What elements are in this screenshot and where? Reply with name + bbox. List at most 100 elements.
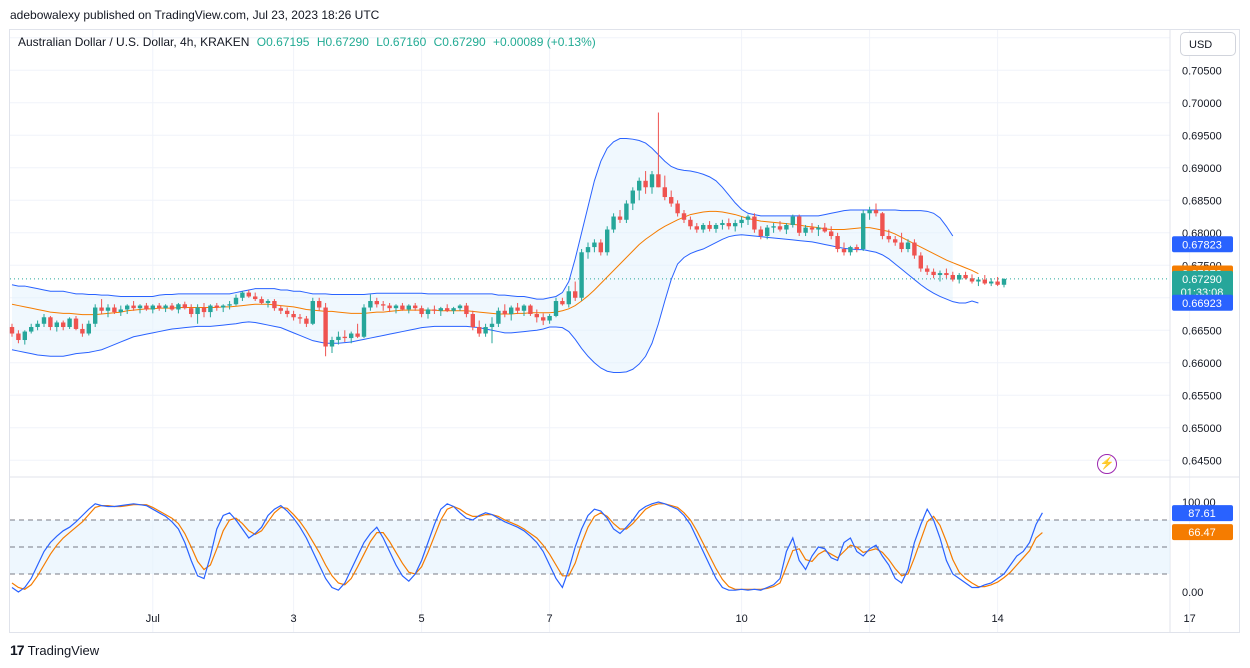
lower-band-line	[11, 234, 979, 374]
last-price-tag-bg	[1172, 270, 1233, 300]
candle-body	[22, 331, 27, 341]
stoch-k-line	[11, 501, 1043, 593]
candle-body	[861, 213, 866, 250]
candle-body	[771, 226, 776, 228]
candle-body	[982, 279, 987, 284]
price-tick-label: 0.66500	[1182, 325, 1222, 337]
candle-body	[822, 227, 827, 232]
candle-body	[86, 323, 91, 334]
candle-body	[752, 216, 757, 230]
lightning-icon[interactable]: ⚡	[1097, 454, 1117, 474]
candle-body	[355, 333, 360, 337]
candle-body	[931, 271, 936, 276]
candle-body	[803, 227, 808, 233]
close-value: C0.67290	[433, 35, 486, 49]
price-tick-label: 0.65500	[1182, 390, 1222, 402]
candle-body	[182, 304, 187, 309]
candle-body	[707, 224, 712, 229]
upper-band-tag-text: 0.67823	[1182, 239, 1222, 251]
candle-body	[278, 308, 283, 311]
change-value: +0.00089 (+0.13%)	[493, 35, 596, 49]
candle-body	[598, 242, 603, 253]
candle-body	[227, 304, 232, 306]
candle-body	[944, 273, 949, 276]
candle-body	[579, 252, 584, 298]
candle-body	[451, 308, 456, 311]
currency-button[interactable]: USD	[1180, 32, 1236, 56]
candle-body	[489, 323, 495, 328]
bollinger-bands	[11, 138, 979, 374]
candle-body	[790, 216, 795, 225]
upper-band-line	[11, 138, 954, 300]
candle-body	[675, 203, 680, 214]
candle-body	[681, 213, 687, 220]
candle-body	[470, 314, 475, 328]
candle-body	[637, 180, 642, 191]
candle-body	[694, 226, 699, 230]
candle-body	[617, 216, 623, 220]
candle-body	[758, 229, 763, 237]
candle-body	[611, 216, 616, 230]
candle-body	[867, 210, 872, 214]
time-tick-label: Jul	[146, 613, 160, 625]
candle-body	[841, 249, 847, 253]
candle-body	[144, 305, 149, 310]
candle-body	[784, 224, 789, 230]
candle-body	[777, 226, 783, 230]
lower-band-tag-text: 0.66923	[1182, 298, 1222, 310]
candle-body	[67, 318, 72, 328]
candle-body	[208, 305, 213, 313]
high-value: H0.67290	[316, 35, 369, 49]
stoch-d-line	[11, 503, 1043, 590]
candle-body	[573, 291, 578, 298]
candle-body	[304, 318, 309, 324]
candle-body	[413, 305, 418, 309]
candle-body	[547, 315, 552, 321]
stoch-d-tag-bg	[1172, 524, 1233, 541]
candle-body	[259, 299, 264, 303]
candle-body	[688, 219, 693, 227]
candle-body	[662, 187, 667, 198]
candle-body	[553, 301, 559, 316]
price-tick-label: 0.69000	[1182, 163, 1222, 175]
candle-body	[541, 317, 546, 321]
candle-body	[195, 307, 200, 315]
low-value: L0.67160	[376, 35, 427, 49]
candle-body	[713, 224, 719, 229]
candle-body	[733, 223, 738, 227]
candle-body	[745, 216, 751, 220]
candle-body	[336, 336, 341, 341]
candle-body	[797, 216, 802, 233]
candle-body	[496, 310, 501, 324]
candle-body	[963, 275, 968, 279]
candle-body	[835, 236, 840, 250]
candle-body	[937, 273, 943, 276]
candle-body	[438, 308, 443, 311]
candle-body	[118, 309, 123, 313]
candle-body	[445, 308, 450, 311]
candle-body	[368, 301, 373, 308]
candle-body	[649, 174, 655, 188]
stochastic-pane	[10, 501, 1170, 593]
footer[interactable]: 17 TradingView	[10, 642, 99, 658]
candle-body	[477, 327, 482, 334]
candle-body	[483, 327, 488, 334]
candle-body	[854, 247, 859, 250]
candle-body	[150, 305, 155, 310]
price-tick-label: 0.70500	[1182, 65, 1222, 77]
candle-body	[35, 323, 40, 328]
symbol-name: Australian Dollar / U.S. Dollar, 4h, KRA…	[18, 35, 250, 49]
candle-body	[99, 307, 104, 311]
candle-body	[48, 317, 53, 328]
time-tick-label: 10	[735, 613, 747, 625]
brand-label: TradingView	[27, 642, 100, 658]
stoch-tick-label: 0.00	[1182, 587, 1203, 599]
candle-body	[624, 203, 629, 220]
candle-body	[989, 281, 994, 284]
time-axis[interactable]: Jul35710121417192124	[146, 613, 1250, 625]
candle-body	[189, 308, 194, 315]
candle-body	[317, 301, 322, 308]
candle-body	[381, 304, 386, 306]
candle-body	[669, 197, 674, 204]
